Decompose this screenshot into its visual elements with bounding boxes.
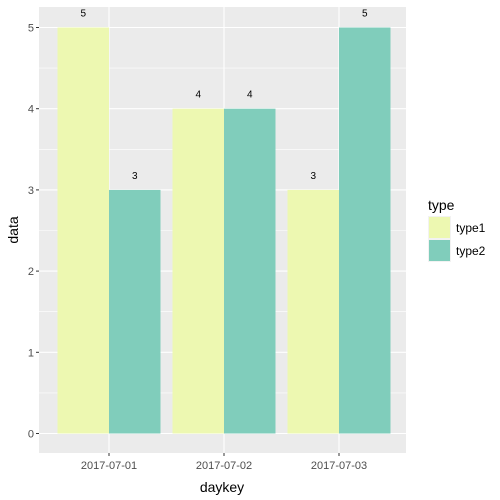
- y-tick-label: 3: [28, 185, 34, 197]
- data-labels: 5 3 4 4 3 5: [80, 9, 368, 182]
- legend-key-swatch: [429, 217, 450, 238]
- bar: [287, 189, 339, 434]
- x-tick-label: 2017-07-02: [196, 460, 252, 472]
- bar: [339, 27, 391, 434]
- y-axis-title: data: [5, 216, 21, 243]
- x-axis-title: daykey: [200, 479, 244, 495]
- x-tick-label: 2017-07-01: [81, 460, 137, 472]
- y-tick-label: 5: [28, 23, 34, 35]
- data-label: 4: [195, 90, 201, 101]
- y-axis: 0 1 2 3 4 5: [28, 23, 39, 441]
- data-label: 3: [132, 171, 138, 182]
- x-tick-label: 2017-07-03: [311, 460, 367, 472]
- bars: [57, 27, 391, 434]
- legend: type type1 type2: [428, 197, 486, 262]
- data-label: 5: [362, 9, 368, 20]
- y-tick-label: 2: [28, 266, 34, 278]
- legend-title: type: [428, 197, 455, 213]
- data-label: 4: [247, 90, 253, 101]
- data-label: 3: [310, 171, 316, 182]
- y-tick-label: 4: [28, 104, 34, 116]
- legend-key-swatch: [429, 240, 450, 261]
- y-tick-label: 0: [28, 429, 34, 441]
- data-label: 5: [80, 9, 86, 20]
- bar: [172, 108, 224, 434]
- y-tick-label: 1: [28, 347, 34, 359]
- bar: [109, 189, 161, 434]
- bar: [224, 108, 276, 434]
- legend-label: type2: [456, 244, 486, 258]
- legend-label: type1: [456, 221, 486, 235]
- bar: [57, 27, 109, 434]
- x-axis: 2017-07-01 2017-07-02 2017-07-03: [81, 453, 367, 472]
